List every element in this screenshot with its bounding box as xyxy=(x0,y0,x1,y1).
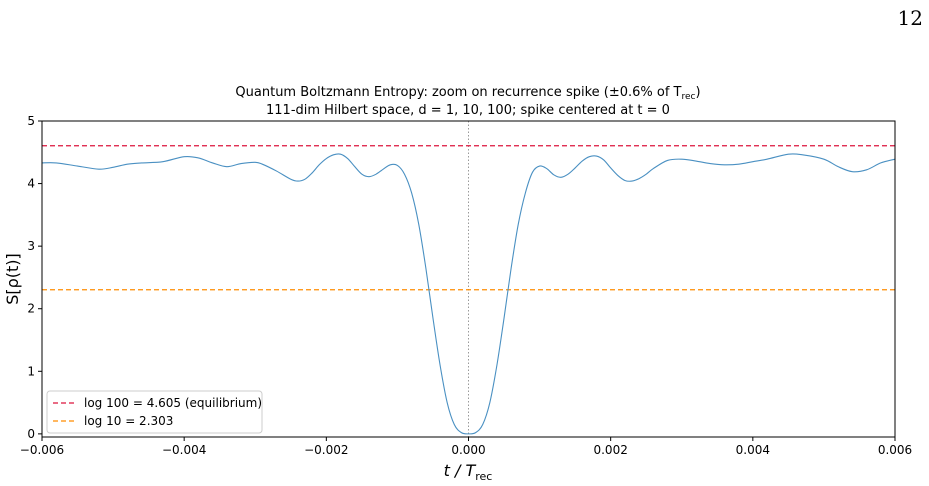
x-tick-label: 0.006 xyxy=(878,443,912,457)
chart-title-group: Quantum Boltzmann Entropy: zoom on recur… xyxy=(235,85,700,118)
x-tick-label: 0.002 xyxy=(593,443,627,457)
legend-entry: log 100 = 4.605 (equilibrium) xyxy=(84,396,262,410)
chart-title-main: Quantum Boltzmann Entropy: zoom on recur… xyxy=(235,85,681,100)
x-tick-label: −0.006 xyxy=(20,443,64,457)
y-tick-label: 5 xyxy=(27,114,35,128)
y-axis: 0 1 2 3 4 5 xyxy=(27,114,42,441)
legend-entry: log 10 = 2.303 xyxy=(84,414,173,428)
x-axis-label-main: t / T xyxy=(444,461,477,480)
legend: log 100 = 4.605 (equilibrium) log 10 = 2.… xyxy=(46,390,263,434)
chart-title-end: ) xyxy=(696,85,701,100)
y-tick-label: 4 xyxy=(27,177,35,191)
y-tick-label: 2 xyxy=(27,302,35,316)
y-axis-label: S[ρ(t)] xyxy=(3,253,22,305)
chart-subtitle: 111-dim Hilbert space, d = 1, 10, 100; s… xyxy=(266,103,670,118)
x-axis: −0.006 −0.004 −0.002 0.000 0.002 0.004 0.006 xyxy=(20,437,912,457)
chart-title-subscript: rec xyxy=(682,92,696,102)
x-axis-label-subscript: rec xyxy=(475,470,492,483)
page-number: 12 xyxy=(897,6,923,30)
plot-area xyxy=(41,121,896,437)
x-tick-label: 0.004 xyxy=(736,443,770,457)
x-axis-label: t / Trec xyxy=(444,461,493,483)
x-tick-label: −0.004 xyxy=(162,443,206,457)
entropy-series-line xyxy=(41,153,896,435)
y-tick-label: 1 xyxy=(27,364,35,378)
y-tick-label: 0 xyxy=(27,427,35,441)
chart-title: Quantum Boltzmann Entropy: zoom on recur… xyxy=(235,85,700,102)
x-tick-label: −0.002 xyxy=(304,443,348,457)
y-tick-label: 3 xyxy=(27,239,35,253)
legend-box xyxy=(46,390,263,434)
x-tick-label: 0.000 xyxy=(451,443,485,457)
